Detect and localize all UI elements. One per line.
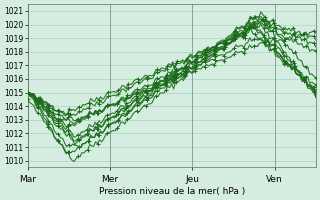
X-axis label: Pression niveau de la mer( hPa ): Pression niveau de la mer( hPa ) (99, 187, 245, 196)
